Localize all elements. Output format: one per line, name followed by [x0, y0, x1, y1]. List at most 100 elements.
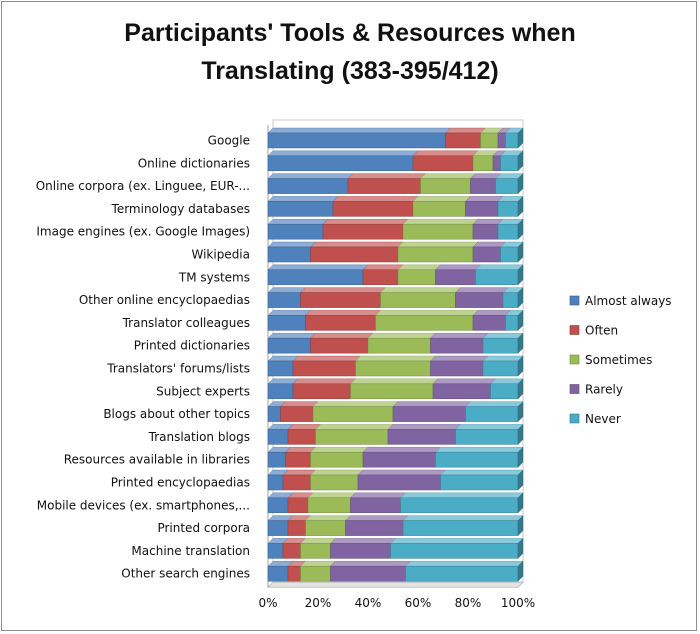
bar-top-almost-always — [267, 127, 451, 134]
legend-label: Often — [585, 324, 618, 338]
bar-segment-almost-always — [267, 429, 289, 445]
bar-segment-rarely — [435, 269, 476, 286]
bar-top-rarely — [455, 287, 509, 293]
bar-segment-almost-always — [267, 337, 311, 354]
bar-segment-almost-always — [267, 132, 446, 149]
bar-end-face — [517, 560, 524, 582]
bar-segment-never — [465, 406, 519, 422]
bar-top-often — [292, 355, 361, 362]
category-label: Online dictionaries — [138, 156, 250, 170]
bar-top-rarely — [392, 401, 471, 407]
bar-segment-sometimes — [397, 269, 436, 286]
bar-segment-often — [285, 451, 311, 468]
bar-segment-almost-always — [267, 201, 334, 217]
bar-segment-never — [400, 497, 519, 514]
bar-segment-rarely — [472, 223, 499, 240]
bar-top-often — [282, 469, 316, 476]
bar-top-rarely — [430, 355, 489, 362]
bar-segment-sometimes — [355, 360, 431, 377]
bar-top-rarely — [432, 378, 496, 384]
category-label: Other online encyclopaedias — [79, 293, 250, 307]
bar-top-rarely — [345, 515, 409, 521]
bar-segment-often — [282, 543, 301, 559]
bar-segment-often — [332, 201, 414, 217]
bar-segment-often — [412, 155, 474, 172]
bar-segment-almost-always — [267, 178, 349, 194]
bar-segment-never — [435, 451, 519, 468]
bar-top-rarely — [330, 538, 396, 544]
bar-segment-sometimes — [397, 246, 474, 263]
bar-segment-sometimes — [305, 520, 346, 536]
bar-segment-often — [347, 178, 421, 194]
bar-top-rarely — [362, 447, 441, 453]
bar-top-never — [490, 378, 524, 384]
bar-top-often — [280, 401, 319, 407]
bar-top-almost-always — [267, 264, 369, 270]
bar-top-never — [475, 264, 524, 270]
bar-segment-almost-always — [267, 269, 364, 286]
x-tick-label: 100% — [501, 596, 535, 610]
bar-top-never — [390, 538, 524, 544]
bar-segment-almost-always — [267, 406, 281, 422]
bar-segment-often — [310, 246, 399, 263]
bar-top-almost-always — [267, 241, 316, 248]
bar-segment-almost-always — [267, 497, 289, 514]
bar-top-sometimes — [315, 424, 394, 430]
bar-segment-rarely — [357, 474, 441, 491]
bar-top-sometimes — [397, 264, 441, 270]
category-label: Subject experts — [156, 384, 250, 398]
legend-label: Almost always — [585, 294, 672, 308]
category-label: Other search engines — [121, 567, 250, 581]
bar-end-face — [517, 150, 524, 172]
category-label: Google — [208, 134, 250, 148]
bar-top-rarely — [472, 241, 506, 248]
bar-segment-rarely — [330, 565, 406, 582]
bar-end-face — [517, 492, 524, 514]
bar-segment-never — [497, 223, 519, 240]
bar-top-sometimes — [300, 561, 336, 567]
bar-segment-never — [502, 292, 519, 308]
bar-top-often — [292, 378, 356, 384]
bar-segment-often — [287, 429, 316, 445]
category-label: Translator colleagues — [122, 316, 250, 330]
bar-top-rarely — [430, 333, 489, 339]
x-tick-label: 40% — [355, 596, 382, 610]
bar-segment-never — [482, 360, 519, 377]
bar-end-face — [517, 469, 524, 491]
bar-top-rarely — [387, 424, 461, 430]
x-tick-label: 60% — [405, 596, 432, 610]
legend-label: Sometimes — [585, 353, 652, 367]
category-label: Printed corpora — [157, 521, 250, 535]
bar-top-almost-always — [267, 150, 419, 157]
bar-segment-often — [292, 360, 356, 377]
bar-top-often — [300, 287, 386, 293]
bar-segment-often — [287, 565, 301, 582]
bar-segment-never — [490, 383, 519, 400]
bar-segment-never — [497, 201, 519, 217]
bar-segment-never — [455, 429, 519, 445]
x-tick-label: 20% — [305, 596, 332, 610]
bar-top-never — [482, 355, 524, 362]
category-label: Translation blogs — [148, 430, 250, 444]
bar-segment-almost-always — [267, 155, 414, 172]
category-label: Translators' forums/lists — [106, 362, 250, 376]
bar-top-rarely — [357, 469, 446, 476]
bar-segment-often — [310, 337, 369, 354]
bar-segment-almost-always — [267, 223, 324, 240]
bar-top-sometimes — [312, 401, 399, 407]
bar-top-never — [465, 401, 524, 407]
bar-segment-almost-always — [267, 565, 289, 582]
bar-segment-never — [505, 132, 519, 149]
bar-segment-often — [280, 406, 314, 422]
bar-segment-sometimes — [312, 406, 394, 422]
bar-top-sometimes — [310, 469, 364, 476]
category-label: Printed encyclopaedias — [111, 476, 250, 490]
bar-top-often — [287, 424, 321, 430]
bar-segment-rarely — [330, 543, 391, 559]
bar-segment-often — [322, 223, 404, 240]
bar-segment-rarely — [430, 360, 484, 377]
bar-segment-rarely — [362, 451, 436, 468]
bar-segment-often — [287, 520, 306, 536]
bar-top-sometimes — [420, 173, 476, 179]
bar-top-often — [362, 264, 404, 270]
